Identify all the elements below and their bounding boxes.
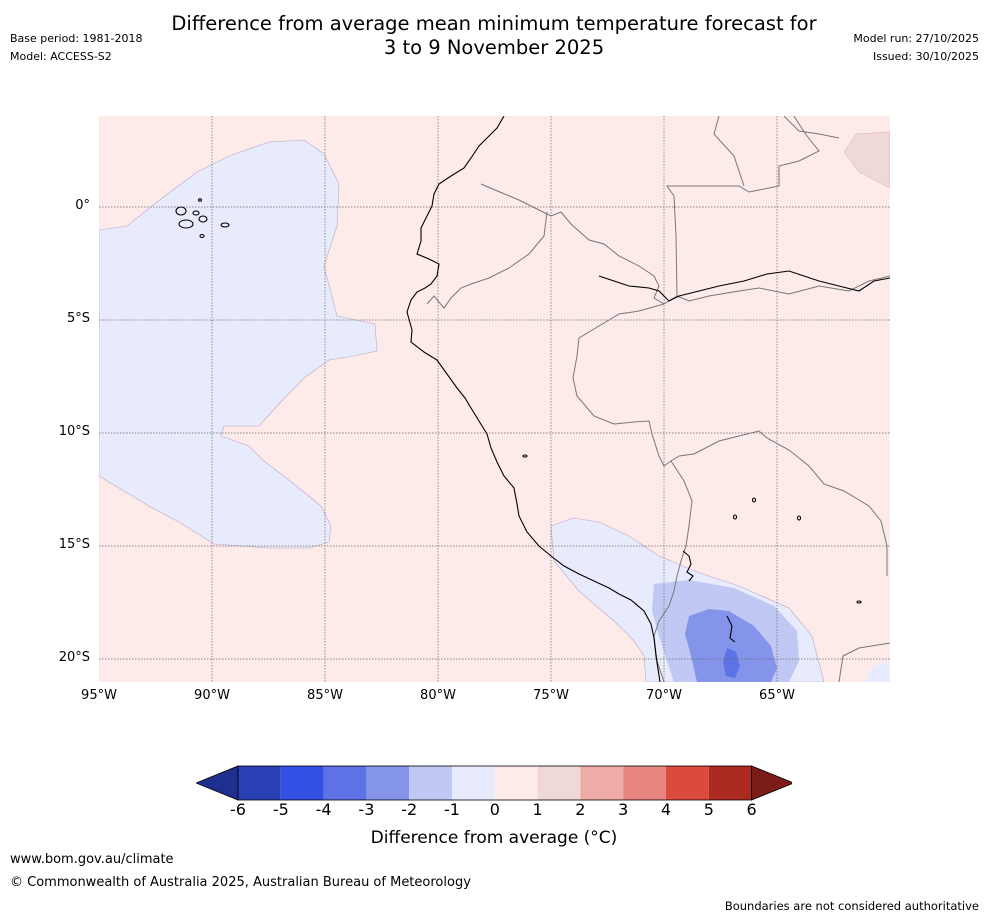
map-svg [99,116,890,682]
graticule [99,116,890,682]
colorbar [194,765,795,801]
colorbar-arrow-low [194,765,239,801]
colorbar-cell [409,766,452,800]
colorbar-tick-label: 0 [489,800,500,819]
lat-label-10s: 10°S [58,424,90,439]
colorbar-tick-label: -3 [358,800,375,819]
lat-label-20s: 20°S [58,650,90,665]
colorbar-tick-label: -5 [272,800,289,819]
colorbar-cell [666,766,709,800]
title-line-2: 3 to 9 November 2025 [383,36,605,59]
colorbar-tick-label: -2 [401,800,418,819]
lon-label-85w: 85°W [307,688,343,703]
colorbar-cell [708,766,752,800]
region-warm-patch-ne [843,131,890,189]
colorbar-tick-label: 1 [532,800,543,819]
footer-url[interactable]: www.bom.gov.au/climate [10,852,174,867]
lon-label-90w: 90°W [194,688,230,703]
footer-copyright: © Commonwealth of Australia 2025, Austra… [10,875,471,890]
meta-left: Base period: 1981-2018 Model: ACCESS-S2 [10,30,142,66]
meta-right: Model run: 27/10/2025 Issued: 30/10/2025 [853,30,979,66]
colorbar-cell [280,766,324,800]
colorbar-tick-label: -1 [444,800,460,819]
region-cool-patch-se [864,661,890,682]
base-period: Base period: 1981-2018 [10,32,143,45]
colorbar-tick-label: 3 [618,800,629,819]
colorbar-tick-label: 2 [575,800,586,819]
lon-label-80w: 80°W [420,688,456,703]
colorbar-tick-label: -6 [230,800,246,819]
colorbar-cell [366,766,410,800]
model-run: Model run: 27/10/2025 [853,32,979,45]
forecast-map [99,116,890,682]
region-altiplano-cool-3 [685,609,777,682]
lon-label-65w: 65°W [759,688,795,703]
coastline [175,116,890,682]
footer-disclaimer: Boundaries are not considered authoritat… [724,899,979,913]
colorbar-cell [323,766,367,800]
lon-label-70w: 70°W [646,688,682,703]
lon-label-95w: 95°W [81,688,117,703]
region-pacific-cool [99,139,378,549]
colorbar-tick-label: 5 [703,800,714,819]
title-line-1: Difference from average mean minimum tem… [171,12,817,35]
lat-label-15s: 15°S [58,537,90,552]
lon-label-75w: 75°W [533,688,569,703]
lat-label-5s: 5°S [66,311,90,326]
colorbar-tick-label: 6 [746,800,757,819]
colorbar-cell [580,766,624,800]
colorbar-cell [452,766,495,800]
colorbar-cell [238,766,281,800]
colorbar-arrow-high [751,765,795,801]
chart-title: Difference from average mean minimum tem… [0,12,988,60]
colorbar-svg [194,765,795,801]
lat-label-0: 0° [75,198,90,213]
model-name: Model: ACCESS-S2 [10,50,112,63]
issued-date: Issued: 30/10/2025 [872,50,979,63]
country-boundaries [426,116,890,682]
colorbar-title: Difference from average (°C) [370,828,618,848]
colorbar-tick-label: 4 [660,800,672,819]
colorbar-cell [537,766,581,800]
colorbar-cell [623,766,666,800]
colorbar-tick-label: -4 [315,800,332,819]
colorbar-cell [494,766,538,800]
region-altiplano-cool-core [723,648,740,678]
